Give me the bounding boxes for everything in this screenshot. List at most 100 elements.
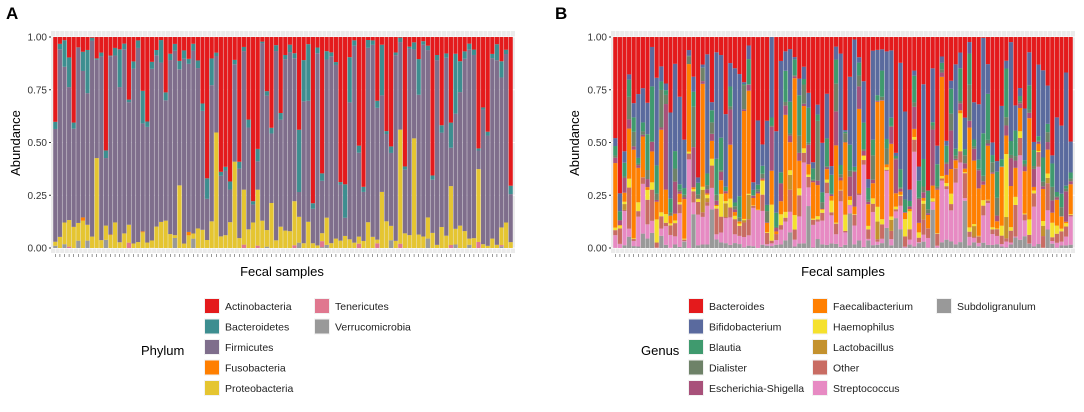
bar-segment-faecalibacterium <box>824 169 829 180</box>
bar-segment-haemophilus <box>1008 227 1013 231</box>
bar-segment-actinobacteria <box>99 37 104 53</box>
bar-segment-escherichia-shigella <box>1013 160 1018 168</box>
bar-segment-bacteroidetes <box>343 184 348 218</box>
legend-swatch-subdoligranulum <box>937 299 951 313</box>
bar-segment-actinobacteria <box>490 37 495 54</box>
bar-segment-bacteroidetes <box>476 148 481 151</box>
bar-segment-proteobacteria <box>237 238 242 248</box>
bar-segment-subdoligranulum <box>916 243 921 248</box>
bar-segment-escherichia-shigella <box>636 165 641 168</box>
bar-segment-escherichia-shigella <box>640 134 645 137</box>
bar-segment-proteobacteria <box>366 222 371 248</box>
bar-segment-other <box>677 204 682 214</box>
bar-segment-dialister <box>949 113 954 131</box>
bar-segment-escherichia-shigella <box>875 101 880 102</box>
panel-b-y-axis-title: Abundance <box>567 110 582 176</box>
bar-segment-subdoligranulum <box>893 218 898 248</box>
bar-segment-haemophilus <box>815 216 820 220</box>
bar-segment-bacteroidetes <box>412 42 417 50</box>
bar-segment-bacteroides <box>760 37 765 145</box>
bar-segment-haemophilus <box>1013 196 1018 205</box>
bar-segment-blautia <box>847 144 852 171</box>
bar-segment-faecalibacterium <box>622 192 627 202</box>
bar-segment-other <box>898 195 903 206</box>
bar-segment-bacteroidetes <box>504 49 509 55</box>
bar-segment-other <box>893 209 898 212</box>
bar-segment-subdoligranulum <box>985 244 990 248</box>
bar-segment-faecalibacterium <box>1022 171 1027 214</box>
bar-segment-haemophilus <box>985 199 990 201</box>
bar-segment-subdoligranulum <box>806 206 811 248</box>
bar-segment-actinobacteria <box>425 37 430 46</box>
legend-swatch-escherichia-shigella <box>689 381 703 395</box>
bar-segment-escherichia-shigella <box>1031 168 1036 187</box>
bar-segment-streptococcus <box>645 224 650 239</box>
bar-segment-firmicutes <box>255 161 260 190</box>
bar-segment-dialister <box>1018 101 1023 104</box>
bar-segment-other <box>788 189 793 212</box>
bar-segment-dialister <box>912 102 917 107</box>
bar-segment-faecalibacterium <box>760 179 765 181</box>
bar-segment-escherichia-shigella <box>880 100 885 101</box>
bar-segment-dialister <box>1068 178 1073 182</box>
bar-segment-faecalibacterium <box>976 188 981 236</box>
bar-segment-faecalibacterium <box>783 114 788 212</box>
bar-segment-bacteroidetes <box>53 121 58 129</box>
bar-segment-bacteroides <box>617 37 622 194</box>
bar-segment-blautia <box>893 155 898 159</box>
bar-segment-actinobacteria <box>333 37 338 63</box>
bar-segment-subdoligranulum <box>898 229 903 248</box>
bar-segment-bifidobacterium <box>875 49 880 96</box>
bar-segment-firmicutes <box>333 64 338 239</box>
bar-segment-haemophilus <box>824 179 829 183</box>
bar-segment-bacteroidetes <box>260 41 265 44</box>
bar-segment-haemophilus <box>990 227 995 230</box>
bar-segment-actinobacteria <box>402 37 407 167</box>
bar-segment-proteobacteria <box>421 236 426 248</box>
bar-segment-blautia <box>935 164 940 187</box>
bar-segment-faecalibacterium <box>1054 199 1059 226</box>
bar-segment-bifidobacterium <box>866 179 871 188</box>
bar-segment-escherichia-shigella <box>981 181 986 185</box>
bar-segment-subdoligranulum <box>884 227 889 248</box>
bar-segment-actinobacteria <box>191 37 196 44</box>
bar-segment-firmicutes <box>140 123 145 232</box>
bar-segment-faecalibacterium <box>613 163 618 228</box>
bar-segment-other <box>990 229 995 235</box>
bar-segment-blautia <box>820 192 825 203</box>
bar-segment-subdoligranulum <box>709 209 714 248</box>
bar-segment-bifidobacterium <box>985 64 990 94</box>
bar-segment-haemophilus <box>714 206 719 209</box>
bar-segment-haemophilus <box>622 201 627 205</box>
bar-segment-other <box>728 207 733 218</box>
bar-segment-faecalibacterium <box>673 213 678 221</box>
bar-segment-dialister <box>765 211 770 223</box>
bar-segment-streptococcus <box>659 228 664 236</box>
bar-segment-bifidobacterium <box>921 84 926 159</box>
bar-segment-bacteroidetes <box>228 181 233 190</box>
bar-segment-faecalibacterium <box>700 83 705 187</box>
bar-segment-blautia <box>824 138 829 167</box>
bar-segment-streptococcus <box>714 234 719 240</box>
bar-segment-bifidobacterium <box>820 142 825 193</box>
legend-swatch-bacteroidetes <box>205 319 219 334</box>
bar-segment-firmicutes <box>421 44 426 237</box>
bar-segment-haemophilus <box>1059 228 1064 232</box>
bar-segment-bifidobacterium <box>1004 60 1009 69</box>
bar-segment-bifidobacterium <box>751 182 756 190</box>
bar-segment-actinobacteria <box>471 37 476 50</box>
bar-segment-subdoligranulum <box>760 244 765 248</box>
legend-label: Blautia <box>709 342 741 354</box>
bar-segment-bifidobacterium <box>723 114 728 187</box>
bar-segment-tenericutes <box>292 245 297 248</box>
bar-segment-lactobacillus <box>746 194 751 220</box>
bar-segment-haemophilus <box>847 199 852 205</box>
bar-segment-bifidobacterium <box>732 68 737 203</box>
bar-segment-faecalibacterium <box>995 221 1000 229</box>
bar-segment-faecalibacterium <box>1027 118 1032 220</box>
bar-segment-proteobacteria <box>297 216 302 243</box>
bar-segment-proteobacteria <box>310 243 315 248</box>
bar-segment-lactobacillus <box>875 221 880 240</box>
bar-segment-dialister <box>995 197 1000 216</box>
bar-segment-blautia <box>921 158 926 187</box>
